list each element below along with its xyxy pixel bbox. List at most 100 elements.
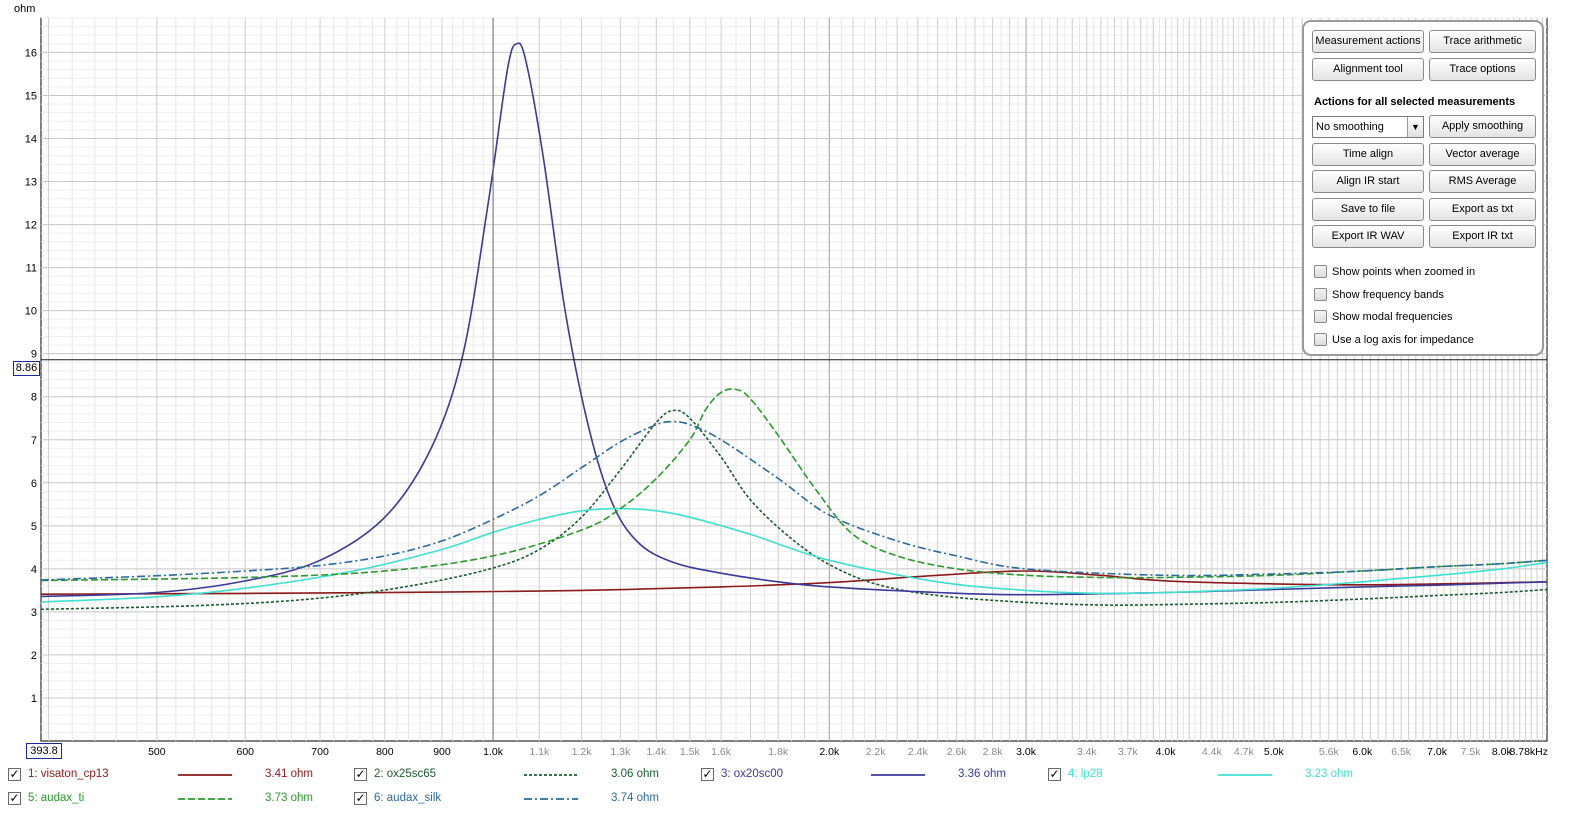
x-tick-label: 1.0k bbox=[483, 746, 504, 758]
legend-item: ✓ 5: audax_ti 3.73 ohm bbox=[8, 791, 338, 809]
legend-item: ✓ 3: ox20sc00 3.36 ohm bbox=[701, 767, 1031, 785]
measurement-actions-button[interactable]: Measurement actions bbox=[1312, 30, 1424, 53]
x-tick-label: 2.6k bbox=[947, 746, 968, 758]
series-line-6 bbox=[40, 420, 1548, 581]
grid-major bbox=[41, 18, 1547, 741]
legend-name: 1: visaton_cp13 bbox=[28, 768, 109, 780]
trace-options-button[interactable]: Trace options bbox=[1429, 58, 1536, 81]
show-bands-label: Show frequency bands bbox=[1332, 288, 1444, 301]
show-points-checkbox[interactable] bbox=[1314, 265, 1327, 278]
x-tick-label: 1.4k bbox=[646, 746, 667, 758]
export-ir-wav-button[interactable]: Export IR WAV bbox=[1312, 225, 1424, 248]
legend-item: ✓ 2: ox25sc65 3.06 ohm bbox=[354, 767, 684, 785]
legend-item: ✓ 4: lp28 3.23 ohm bbox=[1048, 767, 1378, 785]
x-tick-label: 5.0k bbox=[1264, 746, 1285, 758]
alignment-tool-button[interactable]: Alignment tool bbox=[1312, 58, 1424, 81]
legend-name: 5: audax_ti bbox=[28, 792, 85, 804]
x-tick-label: 1.1k bbox=[529, 746, 550, 758]
x-tick-label: 1.2k bbox=[572, 746, 593, 758]
y-tick-label: 11 bbox=[26, 263, 37, 275]
x-tick-label: 4.4k bbox=[1202, 746, 1223, 758]
show-points-label: Show points when zoomed in bbox=[1332, 265, 1476, 278]
y-tick-label: 14 bbox=[25, 134, 37, 146]
x-tick-label: 2.0k bbox=[819, 746, 840, 758]
legend-name: 3: ox20sc00 bbox=[721, 768, 784, 780]
legend-item: ✓ 1: visaton_cp13 3.41 ohm bbox=[8, 767, 338, 785]
log-axis-checkbox[interactable] bbox=[1314, 333, 1327, 346]
rms-average-button[interactable]: RMS Average bbox=[1429, 170, 1536, 193]
align-ir-start-button[interactable]: Align IR start bbox=[1312, 170, 1424, 193]
y-tick-label: 12 bbox=[25, 220, 37, 232]
legend-line-sample bbox=[178, 798, 232, 800]
legend-line-sample bbox=[871, 774, 925, 776]
x-tick-label: 4.7k bbox=[1234, 746, 1255, 758]
x-tick-label: 2.4k bbox=[908, 746, 929, 758]
y-tick-label: 8 bbox=[31, 392, 37, 404]
y-tick-label: 9 bbox=[31, 349, 37, 361]
y-axis-title: ohm bbox=[14, 3, 35, 15]
export-ir-txt-button[interactable]: Export IR txt bbox=[1429, 225, 1536, 248]
series-line-2 bbox=[40, 409, 1548, 611]
x-tick-label: 2.2k bbox=[866, 746, 887, 758]
apply-smoothing-button[interactable]: Apply smoothing bbox=[1429, 115, 1536, 138]
x-tick-label: 8.78kHz bbox=[1509, 746, 1548, 758]
legend-value: 3.41 ohm bbox=[265, 768, 313, 780]
cursor-x-readout: 393.8 bbox=[26, 743, 62, 759]
legend-checkbox[interactable]: ✓ bbox=[1048, 767, 1061, 781]
x-tick-label: 3.7k bbox=[1118, 746, 1139, 758]
legend-checkbox[interactable]: ✓ bbox=[354, 767, 367, 781]
legend-line-sample bbox=[178, 774, 232, 776]
y-tick-label: 1 bbox=[31, 693, 37, 705]
legend-value: 3.36 ohm bbox=[958, 768, 1006, 780]
trace-arithmetic-button[interactable]: Trace arithmetic bbox=[1429, 30, 1536, 53]
x-axis-ticks: 500 600 700 800 900 1.0k 1.1k 1.2k 1.3k 1.4k 1.5k 1… bbox=[148, 746, 1548, 758]
export-as-txt-button[interactable]: Export as txt bbox=[1429, 198, 1536, 221]
y-tick-label: 16 bbox=[25, 47, 37, 59]
show-modal-checkbox[interactable] bbox=[1314, 310, 1327, 323]
dropdown-arrow-icon[interactable]: ▼ bbox=[1407, 117, 1423, 137]
legend-value: 3.73 ohm bbox=[265, 792, 313, 804]
vector-average-button[interactable]: Vector average bbox=[1429, 143, 1536, 166]
x-tick-label: 5.6k bbox=[1319, 746, 1340, 758]
log-axis-option: Use a log axis for impedance bbox=[1314, 333, 1474, 349]
x-tick-label: 7.0k bbox=[1427, 746, 1448, 758]
cursor-crosshair bbox=[41, 18, 1547, 741]
y-tick-label: 15 bbox=[25, 90, 37, 102]
series-line-4 bbox=[40, 507, 1548, 603]
x-tick-label: 4.0k bbox=[1156, 746, 1177, 758]
x-tick-label: 500 bbox=[148, 746, 166, 758]
x-tick-label: 7.5k bbox=[1461, 746, 1482, 758]
legend-line-sample bbox=[1218, 774, 1272, 776]
x-tick-label: 8.0k bbox=[1492, 746, 1513, 758]
legend-checkbox[interactable]: ✓ bbox=[701, 767, 714, 781]
legend-value: 3.06 ohm bbox=[611, 768, 659, 780]
smoothing-select-value: No smoothing bbox=[1316, 121, 1384, 133]
legend-checkbox[interactable]: ✓ bbox=[354, 791, 367, 805]
x-tick-label: 1.3k bbox=[610, 746, 631, 758]
time-align-button[interactable]: Time align bbox=[1312, 143, 1424, 166]
y-tick-label: 4 bbox=[31, 564, 37, 576]
legend-value: 3.74 ohm bbox=[611, 792, 659, 804]
x-tick-label: 1.6k bbox=[711, 746, 732, 758]
legend-name: 2: ox25sc65 bbox=[374, 768, 437, 780]
x-tick-label: 1.8k bbox=[768, 746, 789, 758]
x-tick-label: 600 bbox=[237, 746, 255, 758]
legend-checkbox[interactable]: ✓ bbox=[8, 791, 21, 805]
x-tick-label: 700 bbox=[311, 746, 329, 758]
legend-name: 6: audax_silk bbox=[374, 792, 442, 804]
log-axis-label: Use a log axis for impedance bbox=[1332, 333, 1474, 346]
save-to-file-button[interactable]: Save to file bbox=[1312, 198, 1424, 221]
x-tick-label: 3.0k bbox=[1016, 746, 1037, 758]
legend-line-sample bbox=[524, 798, 578, 800]
x-tick-label: 900 bbox=[433, 746, 451, 758]
x-tick-label: 6.0k bbox=[1352, 746, 1373, 758]
x-tick-label: 6.5k bbox=[1391, 746, 1412, 758]
y-tick-label: 7 bbox=[31, 435, 37, 447]
x-tick-label: 1.5k bbox=[680, 746, 701, 758]
show-bands-checkbox[interactable] bbox=[1314, 288, 1327, 301]
legend-checkbox[interactable]: ✓ bbox=[8, 767, 21, 781]
y-tick-label: 13 bbox=[25, 177, 37, 189]
smoothing-select[interactable]: No smoothing ▼ bbox=[1312, 116, 1424, 138]
